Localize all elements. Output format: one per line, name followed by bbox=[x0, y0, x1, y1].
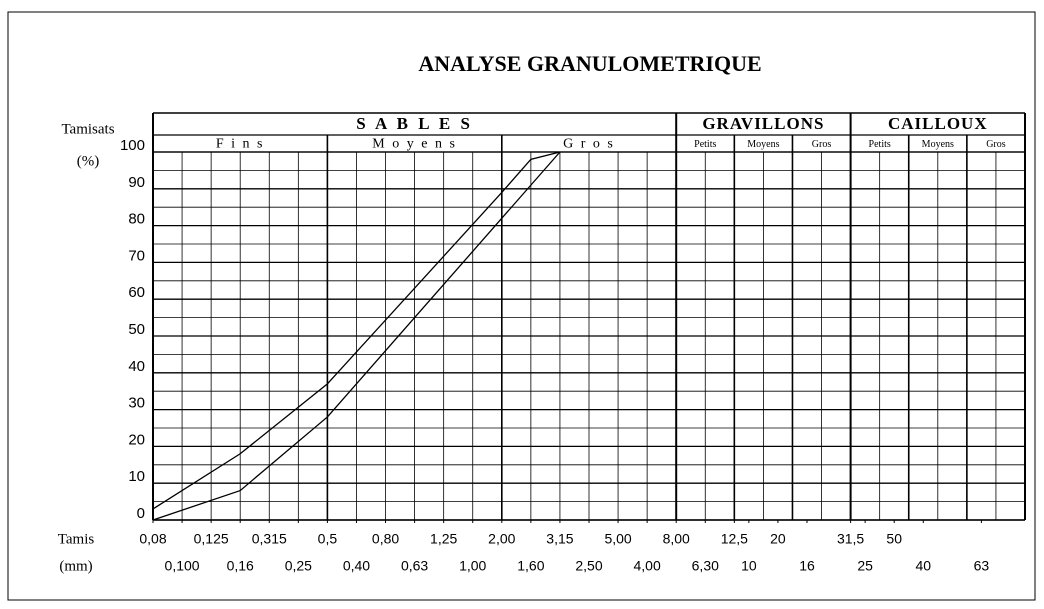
chart-title: ANALYSE GRANULOMETRIQUE bbox=[418, 51, 761, 76]
x-tick-label: 4,00 bbox=[634, 558, 661, 574]
y-tick-label: 50 bbox=[128, 321, 145, 338]
y-tick-label: 70 bbox=[128, 247, 145, 264]
sub-label: Gros bbox=[812, 139, 832, 150]
x-tick-label: 0,25 bbox=[285, 558, 312, 574]
x-tick-label: 0,63 bbox=[401, 558, 428, 574]
x-tick-label: 0,5 bbox=[318, 531, 338, 547]
x-tick-label: 1,25 bbox=[430, 531, 457, 547]
y-tick-label: 10 bbox=[128, 468, 145, 485]
sub-label: Moyens bbox=[922, 139, 954, 150]
x-tick-label: 25 bbox=[857, 558, 873, 574]
x-tick-label: 0,125 bbox=[194, 531, 229, 547]
y-tick-label: 80 bbox=[128, 211, 145, 228]
x-tick-label: 50 bbox=[886, 531, 902, 547]
x-tick-label: 40 bbox=[915, 558, 931, 574]
x-tick-label: 0,100 bbox=[165, 558, 200, 574]
x-tick-label: 12,5 bbox=[721, 531, 748, 547]
curve bbox=[152, 151, 561, 521]
sub-label: Moyens bbox=[747, 139, 779, 150]
sub-label: Petits bbox=[694, 139, 716, 150]
sub-label: Gros bbox=[986, 139, 1006, 150]
x-tick-label: 0,315 bbox=[252, 531, 287, 547]
x-tick-label: 3,15 bbox=[546, 531, 573, 547]
y-tick-label: 100 bbox=[120, 137, 145, 154]
group-label: GRAVILLONS bbox=[702, 114, 824, 133]
group-label: S A B L E S bbox=[356, 114, 473, 133]
group-label: CAILLOUX bbox=[888, 114, 988, 133]
sub-label: G r o s bbox=[563, 137, 615, 152]
x-tick-label: 16 bbox=[799, 558, 815, 574]
x-tick-label: 0,08 bbox=[139, 531, 166, 547]
sub-label: Petits bbox=[869, 139, 891, 150]
x-tick-label: 2,00 bbox=[488, 531, 515, 547]
y-tick-label: 30 bbox=[128, 395, 145, 412]
x-tick-label: 1,60 bbox=[517, 558, 544, 574]
x-tick-label: 6,30 bbox=[692, 558, 719, 574]
x-tick-label: 0,16 bbox=[227, 558, 254, 574]
frame bbox=[7, 11, 1036, 601]
curve bbox=[152, 151, 561, 510]
y-tick-label: 40 bbox=[128, 358, 145, 375]
x-tick-label: 31,5 bbox=[837, 531, 864, 547]
x-tick-label: 2,50 bbox=[575, 558, 602, 574]
x-tick-label: 8,00 bbox=[663, 531, 690, 547]
y-tick-label: 0 bbox=[137, 505, 145, 522]
y-tick-label: 20 bbox=[128, 431, 145, 448]
x-tick-label: 5,00 bbox=[604, 531, 631, 547]
sub-label: F i n s bbox=[216, 137, 265, 152]
y-tick-label: 60 bbox=[128, 284, 145, 301]
x-label: (mm) bbox=[59, 558, 92, 574]
sub-label: M o y e n s bbox=[372, 137, 457, 152]
x-tick-label: 0,40 bbox=[343, 558, 370, 574]
x-label: Tamis bbox=[58, 531, 95, 547]
x-tick-label: 0,80 bbox=[372, 531, 399, 547]
y-label: Tamisats bbox=[61, 121, 114, 137]
y-tick-label: 90 bbox=[128, 174, 145, 191]
x-tick-label: 63 bbox=[974, 558, 990, 574]
y-label: (%) bbox=[77, 153, 100, 169]
x-tick-label: 10 bbox=[741, 558, 757, 574]
x-tick-label: 1,00 bbox=[459, 558, 486, 574]
x-tick-label: 20 bbox=[770, 531, 786, 547]
